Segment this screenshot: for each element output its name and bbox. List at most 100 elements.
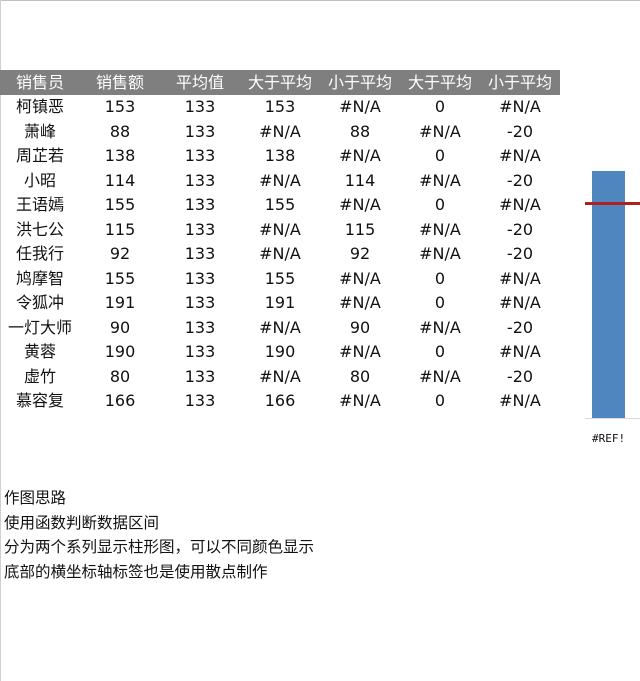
table-cell[interactable]: #N/A bbox=[499, 268, 541, 288]
table-cell[interactable]: 133 bbox=[184, 219, 216, 239]
table-cell[interactable]: 115 bbox=[344, 219, 376, 239]
table-cell[interactable]: 191 bbox=[104, 293, 136, 312]
table-cell[interactable]: 0 bbox=[434, 97, 446, 116]
table-cell[interactable]: 138 bbox=[264, 146, 296, 165]
table-cell[interactable]: -20 bbox=[506, 317, 534, 337]
table-cell[interactable]: 133 bbox=[184, 121, 216, 141]
table-cell[interactable]: 0 bbox=[434, 195, 446, 214]
salesperson-cell[interactable]: 虚竹 bbox=[23, 366, 56, 386]
salesperson-cell[interactable]: 洪七公 bbox=[15, 219, 64, 239]
column-header[interactable]: 销售额 bbox=[80, 70, 160, 95]
salesperson-cell[interactable]: 任我行 bbox=[15, 244, 64, 263]
table-cell[interactable]: #N/A bbox=[259, 244, 301, 263]
table-cell[interactable]: 133 bbox=[184, 146, 216, 165]
table-cell[interactable]: 133 bbox=[184, 342, 216, 361]
table-cell[interactable]: 166 bbox=[104, 391, 136, 410]
note-line[interactable]: 底部的横坐标轴标签也是使用散点制作 bbox=[4, 562, 268, 581]
salesperson-cell[interactable]: 周芷若 bbox=[15, 146, 64, 165]
table-cell[interactable]: #N/A bbox=[259, 366, 301, 386]
table-cell[interactable]: #N/A bbox=[419, 317, 461, 337]
table-cell[interactable]: 153 bbox=[264, 97, 296, 116]
table-cell[interactable]: #N/A bbox=[499, 293, 541, 312]
column-header[interactable]: 平均值 bbox=[160, 70, 240, 95]
table-cell[interactable]: #N/A bbox=[259, 317, 301, 337]
table-cell[interactable]: 0 bbox=[434, 146, 446, 165]
table-cell[interactable]: 92 bbox=[109, 244, 131, 263]
table-cell[interactable]: #N/A bbox=[339, 195, 381, 214]
table-cell[interactable]: #N/A bbox=[339, 342, 381, 361]
table-cell[interactable]: 133 bbox=[184, 268, 216, 288]
table-cell[interactable]: 191 bbox=[264, 293, 296, 312]
table-cell[interactable]: 133 bbox=[184, 317, 216, 337]
table-cell[interactable]: 155 bbox=[264, 195, 296, 214]
table-cell[interactable]: 155 bbox=[264, 268, 296, 288]
note-line[interactable]: 作图思路 bbox=[4, 489, 67, 507]
table-cell[interactable]: #N/A bbox=[419, 244, 461, 263]
table-cell[interactable]: 0 bbox=[434, 293, 446, 312]
note-line[interactable]: 分为两个系列显示柱形图，可以不同颜色显示 bbox=[4, 538, 315, 556]
table-cell[interactable]: 115 bbox=[104, 219, 136, 239]
table-cell[interactable]: 90 bbox=[349, 317, 371, 337]
table-cell[interactable]: 166 bbox=[264, 391, 296, 410]
salesperson-cell[interactable]: 鸠摩智 bbox=[15, 268, 64, 288]
table-cell[interactable]: 153 bbox=[104, 97, 136, 116]
table-cell[interactable]: 88 bbox=[109, 121, 131, 141]
table-cell[interactable]: #N/A bbox=[419, 366, 461, 386]
table-cell[interactable]: #N/A bbox=[499, 195, 541, 214]
table-cell[interactable]: 114 bbox=[344, 170, 376, 190]
table-cell[interactable]: #N/A bbox=[499, 97, 541, 116]
table-cell[interactable]: -20 bbox=[506, 366, 534, 386]
table-cell[interactable]: 88 bbox=[349, 121, 371, 141]
salesperson-cell[interactable]: 柯镇恶 bbox=[15, 97, 64, 116]
table-cell[interactable]: 133 bbox=[184, 244, 216, 263]
table-cell[interactable]: #N/A bbox=[419, 219, 461, 239]
column-header[interactable]: 大于平均 bbox=[240, 70, 320, 95]
table-cell[interactable]: 190 bbox=[264, 342, 296, 361]
note-line[interactable]: 使用函数判断数据区间 bbox=[4, 513, 160, 532]
table-cell[interactable]: 155 bbox=[104, 268, 136, 288]
table-cell[interactable]: 133 bbox=[184, 195, 216, 214]
table-cell[interactable]: 92 bbox=[349, 244, 371, 263]
table-cell[interactable]: #N/A bbox=[259, 219, 301, 239]
table-cell[interactable]: #N/A bbox=[499, 391, 541, 410]
table-cell[interactable]: 90 bbox=[109, 317, 131, 337]
table-cell[interactable]: #N/A bbox=[259, 121, 301, 141]
table-cell[interactable]: 0 bbox=[434, 342, 446, 361]
table-cell[interactable]: #N/A bbox=[339, 391, 381, 410]
salesperson-cell[interactable]: 王语嫣 bbox=[15, 195, 64, 214]
table-cell[interactable]: 133 bbox=[184, 293, 216, 312]
table-cell[interactable]: -20 bbox=[506, 219, 534, 239]
table-cell[interactable]: 155 bbox=[104, 195, 136, 214]
salesperson-cell[interactable]: 黄蓉 bbox=[23, 342, 56, 361]
table-cell[interactable]: 133 bbox=[184, 170, 216, 190]
table-cell[interactable]: 133 bbox=[184, 366, 216, 386]
average-line[interactable] bbox=[585, 202, 640, 205]
table-cell[interactable]: #N/A bbox=[499, 146, 541, 165]
table-cell[interactable]: #N/A bbox=[499, 342, 541, 361]
table-cell[interactable]: #N/A bbox=[419, 121, 461, 141]
table-cell[interactable]: -20 bbox=[506, 170, 534, 190]
table-cell[interactable]: #N/A bbox=[339, 268, 381, 288]
table-cell[interactable]: 0 bbox=[434, 268, 446, 288]
column-header[interactable]: 销售员 bbox=[0, 70, 80, 95]
table-cell[interactable]: -20 bbox=[506, 244, 534, 263]
column-header[interactable]: 小于平均 bbox=[320, 70, 400, 95]
table-cell[interactable]: #N/A bbox=[339, 97, 381, 116]
table-cell[interactable]: #N/A bbox=[419, 170, 461, 190]
table-cell[interactable]: #N/A bbox=[339, 293, 381, 312]
table-cell[interactable]: 190 bbox=[104, 342, 136, 361]
table-cell[interactable]: 114 bbox=[104, 170, 136, 190]
table-cell[interactable]: #N/A bbox=[259, 170, 301, 190]
salesperson-cell[interactable]: 令狐冲 bbox=[15, 293, 64, 312]
salesperson-cell[interactable]: 一灯大师 bbox=[7, 317, 72, 337]
column-header[interactable]: 大于平均 bbox=[400, 70, 480, 95]
chart-area[interactable]: #REF! bbox=[560, 70, 640, 460]
column-header[interactable]: 小于平均 bbox=[480, 70, 560, 95]
salesperson-cell[interactable]: 小昭 bbox=[23, 170, 56, 190]
table-cell[interactable]: #N/A bbox=[339, 146, 381, 165]
salesperson-cell[interactable]: 慕容复 bbox=[15, 391, 64, 410]
chart-bar[interactable] bbox=[592, 171, 625, 418]
table-cell[interactable]: 133 bbox=[184, 97, 216, 116]
table-cell[interactable]: 80 bbox=[109, 366, 131, 386]
salesperson-cell[interactable]: 萧峰 bbox=[23, 121, 56, 141]
